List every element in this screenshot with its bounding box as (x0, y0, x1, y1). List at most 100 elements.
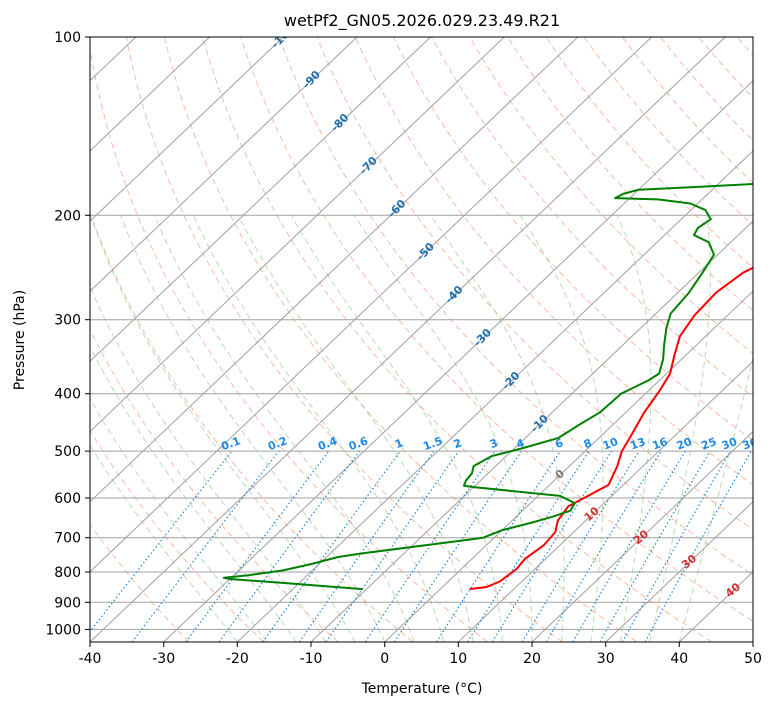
isotherm (90, 37, 579, 503)
temperature-line (469, 266, 753, 591)
x-tick-label: -20 (226, 651, 249, 667)
dry-adiabat (90, 211, 414, 642)
y-tick-label: 100 (54, 30, 81, 46)
y-tick-label: 900 (54, 595, 81, 611)
mixing-ratio-label: 0.4 (316, 434, 339, 453)
moist-adiabat (237, 215, 474, 642)
y-tick-label: 200 (54, 208, 81, 224)
isotherm (90, 37, 210, 152)
x-tick-label: 50 (744, 651, 762, 667)
mixing-ratio-line (621, 450, 732, 642)
mixing-ratio-label: 1.5 (421, 434, 444, 453)
mixing-ratio-label: 8 (582, 436, 594, 451)
mixing-ratio-label: 36 (741, 435, 760, 453)
isotherm (90, 37, 358, 292)
mixing-ratio-line (218, 450, 361, 642)
dewpoint-line (222, 183, 753, 591)
dry-adiabat (125, 37, 563, 642)
mixing-ratio-label: 0.2 (266, 434, 289, 453)
dry-adiabat (202, 37, 712, 642)
dry-adiabat (507, 37, 753, 312)
isotherm (90, 37, 505, 433)
mixing-ratio-label: 0.1 (219, 434, 242, 453)
dry-adiabat (431, 37, 753, 398)
dry-adiabat (621, 37, 753, 184)
mixing-ratio-label: 25 (699, 435, 718, 452)
x-tick-label: -40 (79, 651, 102, 667)
plot-frame (89, 36, 754, 643)
dry-adiabat (90, 45, 488, 642)
x-tick-label: -30 (152, 651, 175, 667)
mixing-ratio-line (521, 450, 640, 642)
mixing-ratio-line (325, 450, 460, 642)
y-tick-label: 400 (54, 387, 81, 403)
moist-adiabat (354, 215, 533, 642)
isotherm (384, 290, 753, 642)
x-tick-label: 0 (380, 651, 389, 667)
dry-adiabat (660, 37, 753, 142)
dry-adiabat (90, 328, 339, 642)
mixing-ratio-line (262, 450, 401, 642)
dry-adiabat (316, 37, 753, 531)
dry-adiabat (90, 523, 190, 642)
moist-adiabat (678, 355, 753, 642)
dry-adiabat (240, 37, 753, 622)
y-tick-label: 600 (54, 491, 81, 507)
isotherm (678, 571, 753, 642)
y-tick-label: 700 (54, 531, 81, 547)
mixing-ratio-label: 0.6 (347, 434, 370, 453)
dry-adiabat (545, 37, 753, 269)
dry-adiabat (698, 37, 753, 99)
mixing-ratio-label: 10 (601, 435, 620, 453)
mixing-ratio-line (466, 450, 590, 642)
x-tick-label: 30 (597, 651, 615, 667)
mixing-ratio-label: 16 (651, 435, 670, 453)
y-tick-label: 800 (54, 565, 81, 581)
isotherm (457, 360, 753, 642)
moist-adiabat (90, 215, 356, 642)
mixing-ratio-label: 13 (628, 435, 647, 452)
mixing-ratio-line (491, 450, 613, 642)
dry-adiabat (469, 37, 753, 355)
isotherm (90, 37, 652, 573)
dry-adiabat (392, 37, 753, 442)
chart-title: wetPf2_GN05.2026.029.23.49.R21 (284, 11, 560, 31)
mixing-ratio-label: 30 (720, 435, 739, 453)
x-axis-label: Temperature (°C) (361, 681, 483, 697)
mixing-ratio-line (435, 450, 561, 642)
moist-adiabat (616, 215, 652, 642)
moist-adiabat (154, 215, 415, 642)
moist-adiabat (120, 215, 386, 642)
mixing-ratio-line (545, 450, 662, 642)
isotherm (90, 37, 726, 642)
mixing-ratio-line (90, 450, 233, 633)
y-tick-label: 1000 (45, 622, 81, 638)
dry-adiabat (163, 37, 638, 642)
mixing-ratio-label: 1 (393, 436, 405, 451)
isotherm (310, 220, 753, 642)
moist-adiabat (519, 215, 604, 642)
mixing-ratio-label: 3 (488, 436, 500, 451)
moist-adiabat (90, 285, 327, 642)
isotherm (90, 37, 284, 222)
mixing-ratio-label: 20 (675, 435, 694, 453)
moist-adiabat (90, 444, 238, 642)
mixing-ratio-line (599, 450, 711, 642)
isotherm (163, 80, 753, 642)
dry-adiabat (90, 429, 264, 642)
dry-adiabat (354, 37, 753, 486)
mixing-ratio-line (572, 450, 686, 642)
x-tick-label: 20 (523, 651, 541, 667)
isotherm (531, 430, 753, 642)
mixing-ratio-label: 2 (452, 436, 464, 451)
mixing-ratio-label: 6 (553, 436, 565, 451)
mixing-ratio-line (644, 450, 752, 642)
dry-adiabat (736, 37, 753, 56)
y-axis-label: Pressure (hPa) (12, 290, 28, 390)
mixing-ratio-line (131, 450, 280, 642)
moist-adiabat (430, 215, 565, 642)
isotherm (752, 641, 753, 642)
isotherm (605, 501, 753, 642)
moist-adiabat (649, 215, 711, 642)
